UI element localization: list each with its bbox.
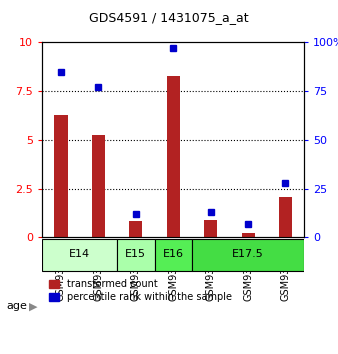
Bar bbox=[92, 135, 105, 237]
Legend: transformed count, percentile rank within the sample: transformed count, percentile rank withi… bbox=[47, 278, 234, 304]
Bar bbox=[167, 76, 180, 237]
Text: E17.5: E17.5 bbox=[232, 249, 264, 259]
Bar bbox=[242, 233, 255, 237]
Bar bbox=[129, 221, 142, 237]
Bar bbox=[54, 115, 68, 237]
FancyBboxPatch shape bbox=[192, 239, 304, 271]
Bar bbox=[279, 197, 292, 237]
FancyBboxPatch shape bbox=[154, 239, 192, 271]
Text: E14: E14 bbox=[69, 249, 90, 259]
FancyBboxPatch shape bbox=[117, 239, 154, 271]
Bar bbox=[204, 219, 217, 237]
Text: ▶: ▶ bbox=[29, 301, 37, 311]
Text: E15: E15 bbox=[125, 249, 146, 259]
Text: age: age bbox=[7, 301, 28, 311]
Text: GDS4591 / 1431075_a_at: GDS4591 / 1431075_a_at bbox=[89, 11, 249, 24]
Text: E16: E16 bbox=[163, 249, 184, 259]
FancyBboxPatch shape bbox=[42, 239, 117, 271]
